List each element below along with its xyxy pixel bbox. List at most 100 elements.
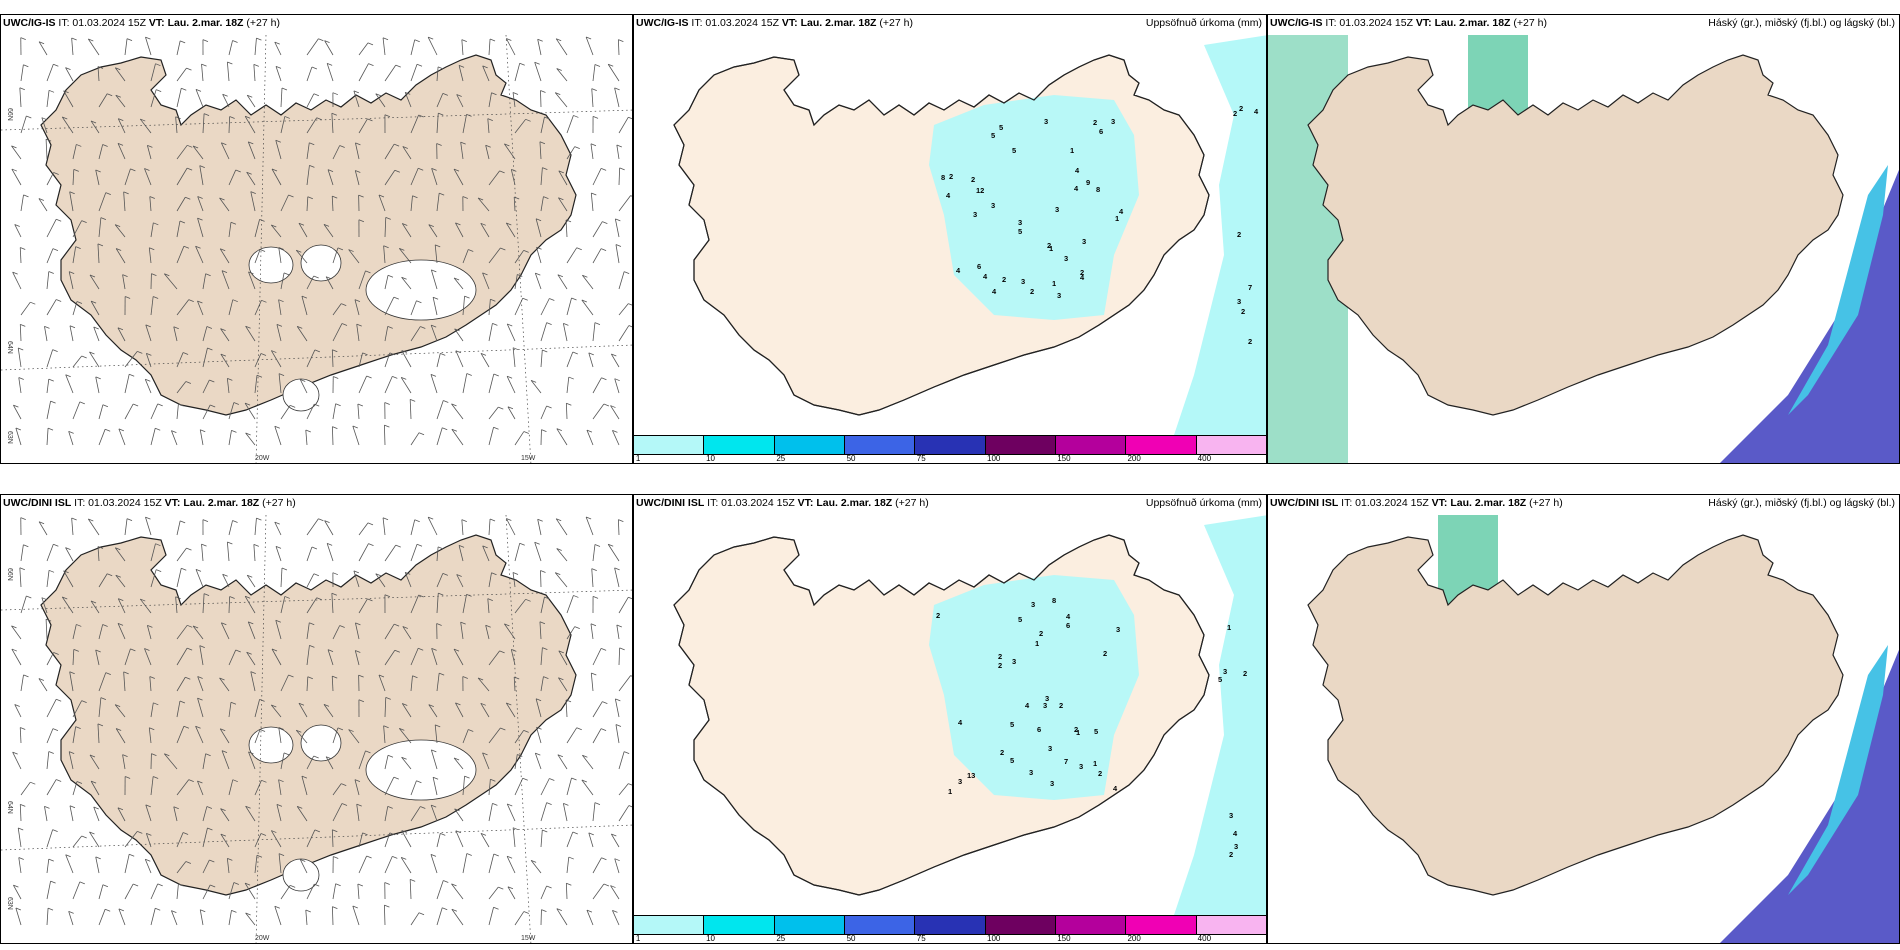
wind-barb-feather (144, 648, 150, 651)
wind-barb (150, 908, 156, 926)
wind-barb (487, 118, 490, 134)
wind-barb-feather (466, 593, 472, 597)
wind-barb-feather (48, 751, 54, 754)
precip-value-label: 4 (1074, 184, 1079, 193)
wind-barb-feather (278, 853, 285, 856)
wind-barb-feather (231, 909, 237, 913)
wind-barb-feather (222, 573, 228, 577)
legend-swatch (634, 436, 705, 454)
wind-barb-feather (506, 702, 512, 706)
wind-barb (410, 675, 413, 692)
wind-barb-feather (512, 827, 519, 831)
wind-barb (482, 752, 490, 770)
precip-region-sea (1174, 35, 1266, 435)
wind-barb-feather (102, 884, 109, 888)
wind-barb-feather (356, 323, 362, 327)
wind-barb-feather (331, 112, 337, 116)
wind-barb-feather (261, 299, 267, 303)
wind-barb (460, 622, 464, 640)
precip-map (673, 35, 1266, 435)
graticule (1, 34, 632, 463)
precip-value-label: 4 (958, 718, 963, 727)
wind-barb (41, 597, 48, 614)
wind-barb (592, 168, 602, 186)
precip-value-label: 5 (1018, 615, 1023, 624)
wind-barb-feather (220, 808, 226, 812)
wind-barb (306, 573, 315, 588)
wind-barb-feather (38, 41, 45, 45)
wind-barb (558, 197, 568, 212)
wind-barb (384, 856, 393, 874)
wind-barb (326, 543, 334, 562)
wind-barb-feather (628, 325, 632, 328)
wind-barb (436, 400, 444, 420)
wind-barb (384, 755, 389, 770)
wind-barb-feather (62, 116, 68, 120)
wind-barb-feather (630, 675, 632, 677)
wind-barb-feather (76, 624, 82, 627)
wind-barb-feather (197, 196, 203, 199)
wind-barb-feather (546, 322, 552, 325)
wind-barb-feather (367, 42, 374, 46)
wind-barb (566, 626, 576, 640)
wind-barb-feather (307, 676, 313, 680)
wind-barb (327, 649, 334, 666)
wind-barb-feather (301, 295, 308, 299)
wind-barb-feather (274, 905, 280, 909)
wind-barb-feather (594, 802, 601, 805)
wind-barb-feather (229, 596, 235, 599)
wind-barb-feather (250, 671, 256, 674)
panel-bot-precip: UWC/DINI ISL IT: 01.03.2024 15Z VT: Lau.… (633, 494, 1267, 944)
wind-barb-feather (30, 301, 36, 305)
wind-barb (117, 623, 126, 640)
wind-barb (482, 272, 490, 290)
wind-barb-feather (256, 37, 262, 41)
wind-barb-feather (53, 543, 59, 547)
wind-barb-feather (493, 853, 499, 857)
wind-barb-feather (278, 373, 285, 376)
wind-barb (356, 804, 360, 822)
wind-barb (436, 193, 440, 212)
wind-barb (514, 778, 524, 796)
wind-barb-feather (313, 755, 319, 759)
wind-barb-feather (63, 90, 69, 94)
wind-barb (244, 882, 256, 900)
wind-barb (410, 326, 421, 342)
wind-barb-feather (572, 351, 578, 355)
wind-barb-feather (574, 626, 580, 629)
wind-barb (462, 776, 465, 796)
wind-barb-feather (394, 169, 400, 173)
wind-barb-feather (53, 172, 59, 175)
wind-barb (588, 352, 594, 368)
precip-value-label: 2 (1103, 649, 1108, 658)
wind-barb (248, 751, 256, 770)
wind-barb (280, 568, 283, 588)
wind-barb (514, 543, 521, 562)
latitude-line (1, 824, 632, 851)
legend-ticks: 1 10 25 50 75 100 150 200 400 (634, 934, 1266, 943)
wind-barb (97, 546, 100, 562)
wind-barb (144, 168, 152, 186)
wind-barb-feather (15, 907, 22, 911)
wind-barb-feather (498, 886, 504, 890)
wind-barb (488, 170, 500, 186)
wind-barb-feather (175, 116, 181, 120)
wind-barb-feather (71, 37, 77, 41)
wind-barb-feather (401, 756, 407, 760)
wind-barb (540, 405, 547, 420)
wind-barb (436, 833, 441, 848)
wind-barb (453, 277, 464, 290)
wind-barb (331, 593, 334, 614)
wind-barb (462, 114, 467, 134)
wind-barb-feather (354, 299, 361, 303)
precip-value-label: 4 (1080, 273, 1085, 282)
wind-barb-feather (182, 352, 189, 355)
wind-barb-feather (464, 775, 470, 779)
wind-barb-feather (186, 547, 192, 551)
wind-barb (276, 324, 282, 342)
wind-barb-feather (188, 779, 194, 783)
wind-barb-feather (487, 598, 493, 601)
wind-barb (436, 353, 441, 368)
wind-barb-feather (274, 425, 280, 429)
wind-barb (72, 726, 77, 744)
